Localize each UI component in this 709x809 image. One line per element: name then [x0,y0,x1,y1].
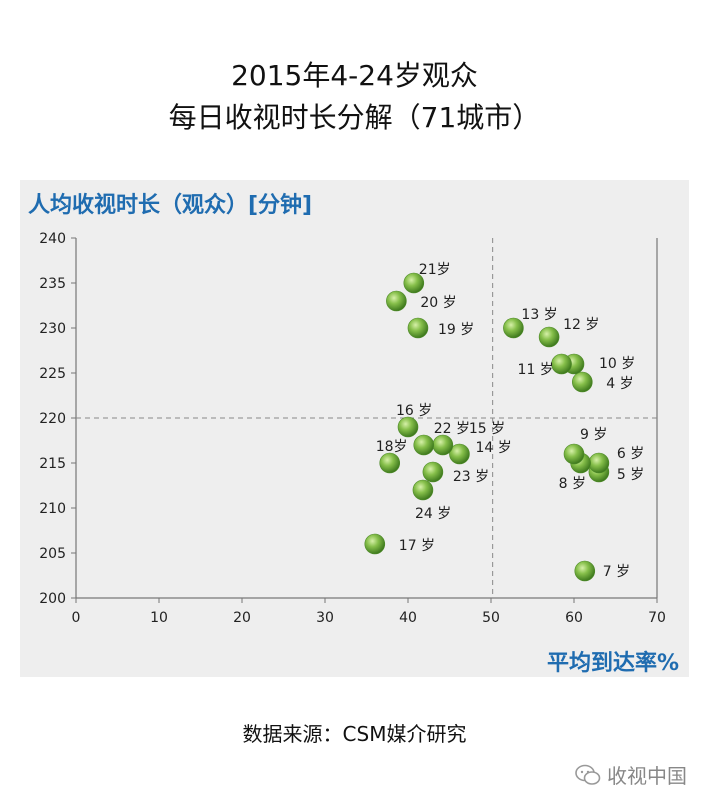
data-point-bubble [379,452,401,474]
data-point-label: 14 岁 [475,440,511,456]
data-point-bubble [386,290,407,312]
data-point-bubble [407,317,429,339]
x-tick-label: 20 [233,610,251,626]
data-point-bubble [397,416,419,438]
data-point-label: 10 岁 [599,356,635,372]
data-point-bubble [412,479,434,501]
data-point-label: 9 岁 [580,427,607,443]
x-tick-label: 0 [72,610,81,626]
chart-panel [20,180,689,677]
data-point-label: 7 岁 [603,564,630,580]
x-tick-label: 10 [150,610,168,626]
data-point-label: 22 岁 [434,421,470,437]
data-point-bubble [422,461,444,483]
data-point-label: 6 岁 [617,446,644,462]
y-tick-label: 240 [39,231,66,247]
data-point-bubble [413,434,435,456]
data-point-label: 11 岁 [518,362,554,378]
data-point-label: 17 岁 [399,538,435,554]
chart-title-line2: 每日收视时长分解（71城市） [168,101,541,134]
source-note: 数据来源：CSM媒介研究 [242,722,467,746]
data-point-bubble [432,434,454,456]
data-point-bubble [538,326,560,348]
data-point-label: 20 岁 [420,295,456,311]
data-point-label: 13 岁 [521,307,557,323]
y-tick-label: 230 [39,321,66,337]
x-tick-label: 50 [482,610,500,626]
x-tick-label: 60 [565,610,583,626]
watermark-text: 收视中国 [607,764,687,788]
y-tick-label: 200 [39,591,66,607]
data-point-label: 16 岁 [396,403,432,419]
data-point-bubble [503,317,524,339]
x-axis-label: 平均到达率% [546,651,679,676]
y-tick-label: 220 [39,411,66,427]
data-point-label: 5 岁 [617,467,644,483]
data-point-bubble [563,443,585,465]
data-point-bubble [449,443,470,465]
data-points: 4 岁 5 岁 6 岁 7 岁 8 岁 9 岁 10 岁 11 岁 12 岁 13 岁 14 岁 15… [364,262,644,582]
axes: 200 205 210 215 220 225 230 235 240 0 10 20 30 40 50 60… [39,231,666,626]
y-tick-label: 210 [39,501,66,517]
data-point-label: 12 岁 [563,317,599,333]
data-point-bubble [403,272,425,294]
x-tick-label: 30 [316,610,334,626]
data-point-label: 24 岁 [415,506,451,522]
chart-title-line1: 2015年4-24岁观众 [231,59,478,92]
data-point-label: 18岁 [376,439,408,455]
data-point-label: 23 岁 [453,469,489,485]
data-point-bubble [571,371,593,393]
data-point-bubble [551,353,572,375]
data-point-label: 19 岁 [438,322,474,338]
data-point-bubble [574,560,596,582]
wechat-icon [575,764,601,785]
data-point-bubble [364,533,386,555]
data-point-label: 15 岁 [469,421,505,437]
x-tick-label: 70 [648,610,666,626]
y-tick-label: 235 [39,276,66,292]
y-tick-label: 225 [39,366,66,382]
data-point-bubble [588,452,610,474]
data-point-label: 21岁 [419,262,451,278]
y-tick-label: 205 [39,546,66,562]
data-point-label: 8 岁 [559,476,586,492]
scatter-chart: 200 205 210 215 220 225 230 235 240 0 10 20 30 40 50 60… [39,231,666,626]
y-tick-label: 215 [39,456,66,472]
data-point-label: 4 岁 [606,376,633,392]
x-tick-label: 40 [399,610,417,626]
y-axis-label: 人均收视时长（观众）[分钟] [28,193,313,218]
watermark: 收视中国 [575,760,687,789]
